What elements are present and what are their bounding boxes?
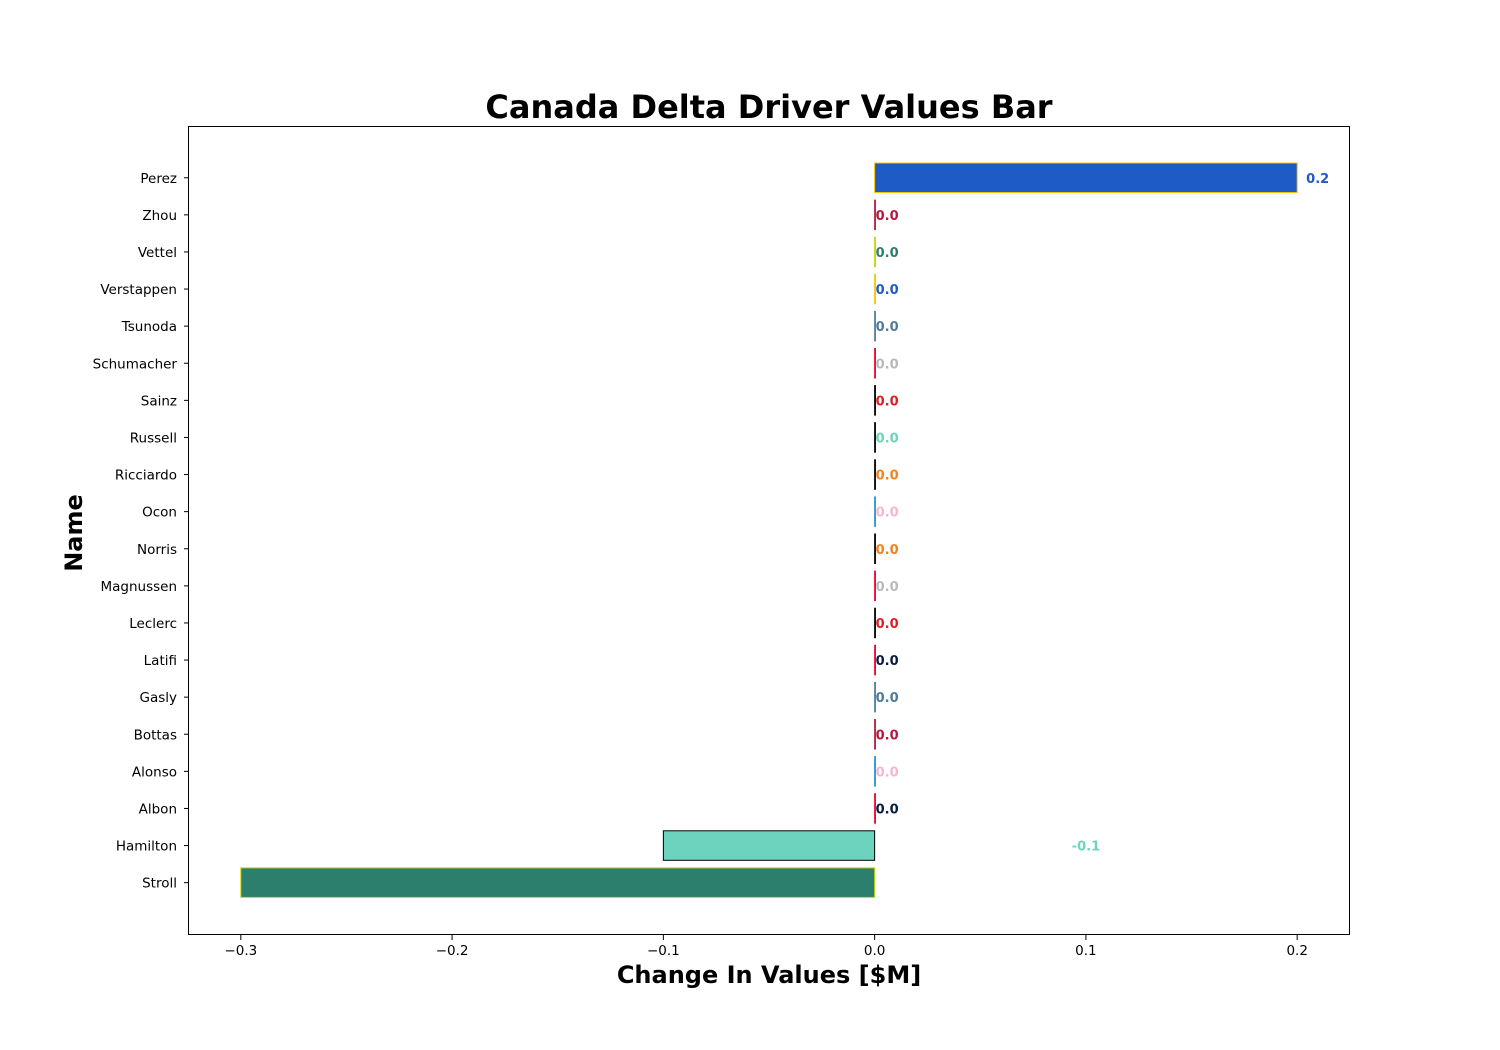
y-tick-label-schumacher: Schumacher: [93, 356, 178, 372]
data-label-ricciardo: 0.0: [876, 469, 899, 484]
data-label-schumacher: 0.0: [876, 357, 899, 372]
data-label-albon: 0.0: [876, 802, 899, 817]
y-tick-label-stroll: Stroll: [142, 876, 177, 892]
y-axis-label: Name: [60, 494, 88, 572]
x-tick-label-1: −0.2: [436, 943, 469, 959]
data-label-hamilton: -0.1: [1072, 840, 1100, 855]
bar-gasly: [874, 681, 876, 713]
bar-albon: [874, 793, 876, 824]
y-tick-label-alonso: Alonso: [132, 764, 177, 780]
y-tick-label-verstappen: Verstappen: [100, 282, 177, 298]
bar-norris: [874, 533, 876, 564]
data-labels: 0.2 0.0 0.0 0.0 0.0 0.0 0.0 0.0 0.0 0.0 0.0 0.0 0.0 0…: [876, 172, 1330, 855]
bar-perez: [874, 162, 1298, 193]
y-tick-label-norris: Norris: [137, 542, 177, 558]
data-label-latifi: 0.0: [876, 654, 899, 669]
x-tick-label-3: 0.0: [864, 943, 885, 959]
chart-title: Canada Delta Driver Values Bar: [485, 88, 1052, 126]
y-tick-label-zhou: Zhou: [142, 208, 177, 224]
y-tick-label-russell: Russell: [130, 430, 177, 446]
data-label-leclerc: 0.0: [876, 617, 899, 632]
bar-tsunoda: [874, 310, 876, 342]
x-tick-label-4: 0.1: [1075, 943, 1096, 959]
data-label-magnussen: 0.0: [876, 580, 899, 595]
bars-layer: [240, 162, 1298, 898]
bar-stroll: [240, 867, 876, 898]
y-tick-label-gasly: Gasly: [139, 690, 177, 706]
bar-verstappen: [874, 273, 876, 305]
y-tick-label-ocon: Ocon: [142, 505, 177, 521]
data-label-perez: 0.2: [1306, 172, 1329, 187]
bar-hamilton: [662, 830, 876, 861]
bar-ricciardo: [874, 459, 876, 490]
bar-magnussen: [874, 570, 876, 602]
bar-zhou: [874, 199, 876, 231]
data-label-bottas: 0.0: [876, 728, 899, 743]
bar-leclerc: [874, 607, 876, 639]
bar-russell: [874, 422, 876, 453]
data-label-alonso: 0.0: [876, 765, 899, 780]
bar-bottas: [874, 719, 876, 750]
data-label-verstappen: 0.0: [876, 283, 899, 298]
data-label-norris: 0.0: [876, 543, 899, 558]
y-tick-label-ricciardo: Ricciardo: [115, 468, 177, 484]
bar-schumacher: [874, 348, 876, 379]
data-label-zhou: 0.0: [876, 209, 899, 224]
y-tick-label-vettel: Vettel: [138, 245, 177, 261]
x-tick-label-0: −0.3: [224, 943, 257, 959]
plot-area: [188, 126, 1350, 935]
bar-vettel: [874, 236, 876, 268]
bar-alonso: [874, 756, 876, 787]
data-label-vettel: 0.0: [876, 246, 899, 261]
y-tick-label-bottas: Bottas: [134, 727, 177, 743]
y-tick-label-hamilton: Hamilton: [116, 839, 177, 855]
x-axis-ticks: −0.3 −0.2 −0.1 0.0 0.1 0.2: [224, 935, 1308, 959]
x-tick-label-2: −0.1: [647, 943, 680, 959]
y-tick-label-albon: Albon: [139, 801, 177, 817]
y-tick-label-sainz: Sainz: [141, 393, 177, 409]
y-tick-label-latifi: Latifi: [144, 653, 177, 669]
data-label-ocon: 0.0: [876, 506, 899, 521]
y-tick-label-perez: Perez: [140, 171, 177, 187]
bar-ocon: [874, 496, 876, 527]
x-axis-label: Change In Values [$M]: [617, 961, 921, 989]
bar-latifi: [874, 644, 876, 676]
y-tick-label-magnussen: Magnussen: [100, 579, 177, 595]
y-tick-label-leclerc: Leclerc: [129, 616, 177, 632]
y-tick-label-tsunoda: Tsunoda: [121, 319, 177, 335]
y-axis-ticks: Perez Zhou Vettel Verstappen Tsunoda Schumach…: [93, 171, 188, 892]
x-tick-label-5: 0.2: [1286, 943, 1307, 959]
data-label-gasly: 0.0: [876, 691, 899, 706]
data-label-sainz: 0.0: [876, 394, 899, 409]
data-label-tsunoda: 0.0: [876, 320, 899, 335]
bar-sainz: [874, 385, 876, 416]
data-label-russell: 0.0: [876, 431, 899, 446]
